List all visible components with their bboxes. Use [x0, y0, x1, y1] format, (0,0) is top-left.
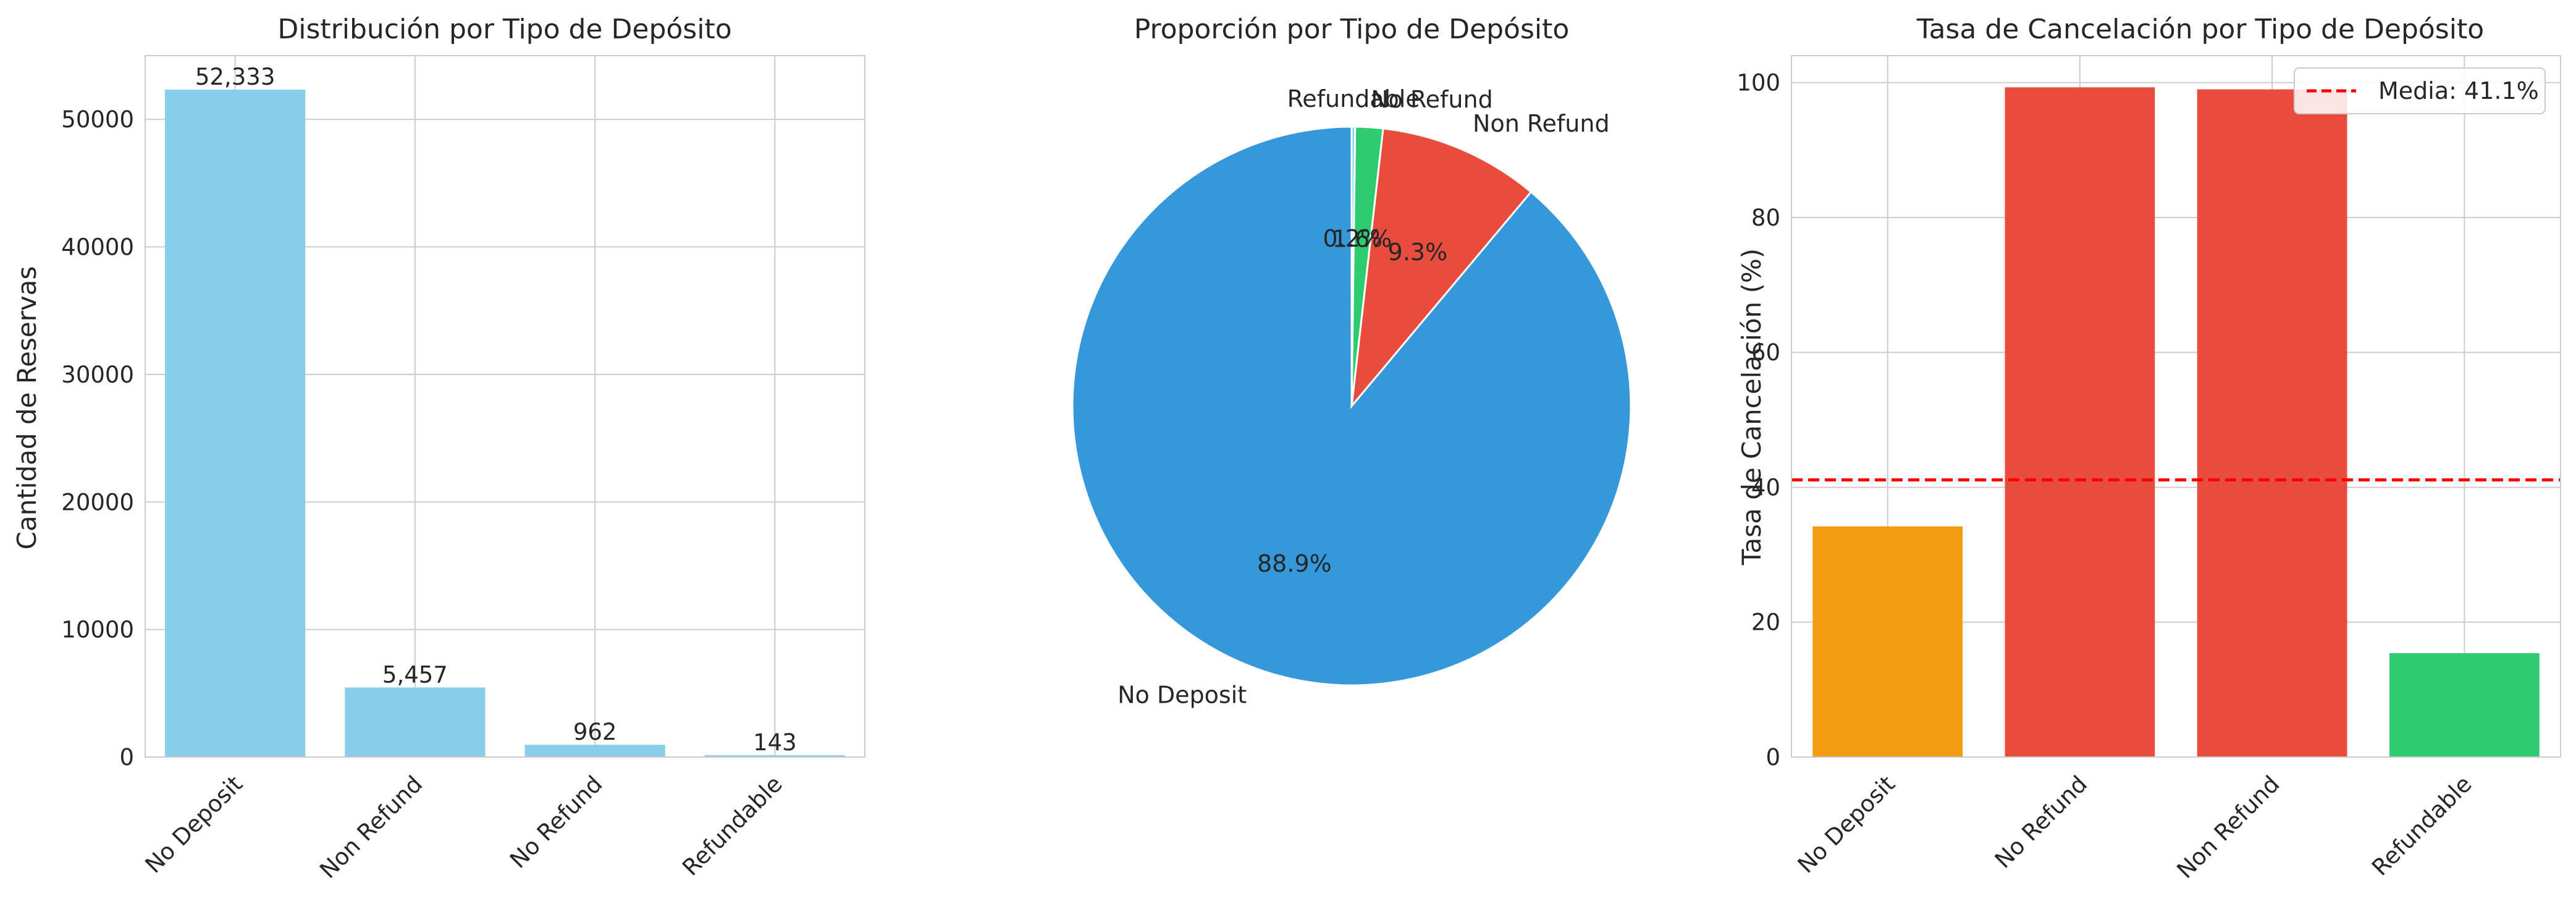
y-tick-label: 80 — [1751, 205, 1780, 231]
y-tick-label: 0 — [119, 744, 134, 771]
chart-cancellation-rate: Tasa de Cancelación por Tipo de Depósito… — [1736, 14, 2561, 884]
bar — [2389, 653, 2540, 757]
chart1-xticks: No Deposit Non Refund No Refund Refundable — [140, 771, 788, 884]
chart3-legend-box — [2294, 67, 2546, 114]
x-tick-label: Non Refund — [314, 771, 427, 884]
chart2-labels: No Deposit 88.9% Non Refund 9.3% No Refund 1.… — [1118, 85, 1610, 708]
chart3-xticks: No Deposit No Refund Non Refund Refundable — [1793, 771, 2477, 884]
chart1-yticks: 0 10000 20000 30000 40000 50000 — [61, 106, 134, 771]
pie-slice — [1350, 125, 1357, 407]
chart1-title: Distribución por Tipo de Depósito — [277, 14, 731, 45]
chart1-ylabel: Cantidad de Reservas — [12, 266, 42, 550]
chart3-ylabel: Tasa de Cancelación (%) — [1736, 248, 1767, 565]
x-tick-label: No Refund — [1990, 771, 2092, 873]
chart-deposit-counts: Distribución por Tipo de Depósito Cantid… — [12, 14, 865, 884]
pie-percent-label: 88.9% — [1257, 550, 1332, 577]
bar — [524, 745, 665, 757]
bar — [345, 687, 486, 757]
x-tick-label: No Deposit — [1793, 771, 1900, 878]
x-tick-label: No Deposit — [140, 771, 248, 878]
y-tick-label: 40000 — [61, 234, 134, 261]
chart3-legend: Media: 41.1% — [2294, 67, 2546, 114]
pie-percent-label: 9.3% — [1388, 239, 1448, 266]
bar — [2197, 89, 2347, 758]
bar — [165, 90, 306, 757]
bar — [1812, 526, 1963, 757]
chart2-slices — [1071, 125, 1632, 687]
bar — [704, 755, 845, 757]
pie-category-label: Refundable — [1287, 85, 1420, 112]
pie-category-label: No Refund — [1371, 86, 1493, 113]
y-tick-label: 20 — [1751, 609, 1780, 636]
y-tick-label: 40 — [1751, 474, 1780, 501]
bar-value-label: 52,333 — [195, 64, 275, 90]
x-tick-label: Non Refund — [2172, 771, 2285, 884]
y-tick-label: 50000 — [61, 106, 134, 133]
chart-deposit-proportion: Proporción por Tipo de Depósito No Depos… — [1071, 14, 1632, 708]
y-tick-label: 10000 — [61, 617, 134, 643]
pie-category-label: No Deposit — [1118, 681, 1247, 708]
x-tick-label: No Refund — [505, 771, 607, 873]
chart3-frame — [1791, 55, 2561, 758]
y-tick-label: 20000 — [61, 489, 134, 515]
chart2-title: Proporción por Tipo de Depósito — [1134, 14, 1570, 45]
chart1-frame — [145, 55, 865, 758]
bar-value-label: 143 — [753, 729, 797, 756]
bar — [2005, 87, 2155, 758]
chart3-yticks: 0 20 40 60 80 100 — [1736, 70, 1780, 771]
bar-value-label: 5,457 — [382, 661, 448, 688]
pie-percent-label: 1.6% — [1332, 225, 1392, 252]
y-tick-label: 0 — [1766, 744, 1780, 771]
bar-value-label: 962 — [573, 719, 617, 745]
pie-percent-label: 0.2% — [1323, 225, 1383, 252]
x-tick-label: Refundable — [2367, 771, 2477, 881]
chart1-bars: 52,333 5,457 962 143 — [165, 64, 845, 757]
y-tick-label: 100 — [1736, 70, 1780, 96]
chart3-legend-label: Media: 41.1% — [2378, 77, 2539, 104]
chart3-bars — [1812, 87, 2540, 758]
x-tick-label: Refundable — [677, 771, 788, 881]
y-tick-label: 60 — [1751, 339, 1780, 366]
pie-category-label: Non Refund — [1473, 110, 1610, 137]
chart3-title: Tasa de Cancelación por Tipo de Depósito — [1916, 14, 2484, 45]
pie-slice — [1350, 127, 1533, 409]
y-tick-label: 30000 — [61, 362, 134, 388]
